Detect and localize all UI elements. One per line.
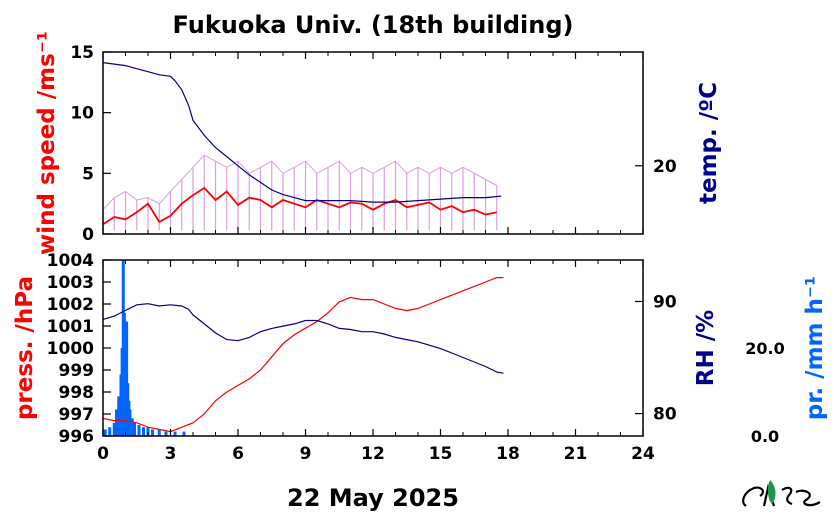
humidity-series [102,303,504,374]
precip-bar [151,429,154,436]
pressure-axis-label: press. /hPa [12,276,38,420]
precip-bar [182,431,186,436]
precip-tick-label: 20.0 [745,339,784,358]
left-y-tick-label: 1002 [47,295,94,315]
x-tick-label: 6 [232,444,244,464]
precip-bar [103,429,107,436]
precip-bar [133,422,136,436]
precip-bar [157,429,161,436]
temperature-series [102,62,502,203]
date-label: 22 May 2025 [287,484,459,512]
precip-bar [164,431,168,436]
x-tick-label: 12 [361,444,385,464]
left-y-tick-label: 998 [59,383,95,403]
bottom-plot-frame [102,259,644,437]
left-y-tick-label: 1000 [47,339,94,359]
chart-title: Fukuoka Univ. (18th building) [173,11,574,39]
precip-bar [142,427,145,436]
precip-bar [108,427,112,436]
left-y-tick-label: 1003 [47,273,94,293]
precip-bar [173,431,177,436]
left-y-tick-label: 5 [82,164,94,184]
pressure-humidity-panel: 0 3 6 9 12 15 18 21 2499699799899910001001100210… [12,251,828,464]
precip-tick-label: 0.0 [751,427,779,446]
x-tick-label: 3 [165,444,177,464]
precip-bar [112,422,116,436]
wind-gust-series [102,154,498,211]
precip-bar [125,321,129,436]
institution-logo [742,480,821,507]
left-y-tick-label: 997 [59,405,95,425]
x-tick-label: 18 [496,444,520,464]
right-y-tick-label: 90 [653,292,677,312]
left-y-tick-label: 1004 [47,251,94,271]
right-y-tick-label: 80 [653,405,677,425]
x-tick-label: 24 [631,444,655,464]
x-tick-label: 15 [429,444,453,464]
precip-bar [137,425,141,436]
precip-bar [130,418,134,436]
left-y-tick-label: 15 [70,43,94,63]
wind-temperature-panel: 0 5 10 15 20 wind speed /ms⁻¹ temp. /ºC [34,31,722,255]
precip-bar [115,409,118,436]
left-y-tick-label: 0 [82,225,94,245]
x-tick-label: 0 [97,444,109,464]
wind-speed-axis-label: wind speed /ms⁻¹ [34,31,60,255]
x-tick-label: 9 [300,444,312,464]
precip-bar [117,396,121,436]
precip-bar [146,427,150,436]
right-y-tick-label: 20 [653,157,677,177]
wind-mean-series [102,186,497,226]
left-y-tick-label: 996 [59,427,95,447]
left-y-tick-label: 10 [70,104,94,124]
left-y-tick-label: 999 [59,361,95,381]
left-y-tick-label: 1001 [47,317,94,337]
pressure-series [102,277,504,433]
precip-axis-label: pr. /mm h⁻¹ [802,276,828,420]
precip-bar [128,409,132,436]
humidity-axis-label: RH /% [693,310,719,386]
temperature-axis-label: temp. /ºC [696,82,722,204]
x-tick-label: 21 [564,444,588,464]
